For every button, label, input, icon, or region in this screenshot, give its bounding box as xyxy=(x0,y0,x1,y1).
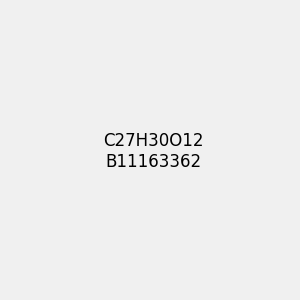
Text: C27H30O12
B11163362: C27H30O12 B11163362 xyxy=(103,132,204,171)
